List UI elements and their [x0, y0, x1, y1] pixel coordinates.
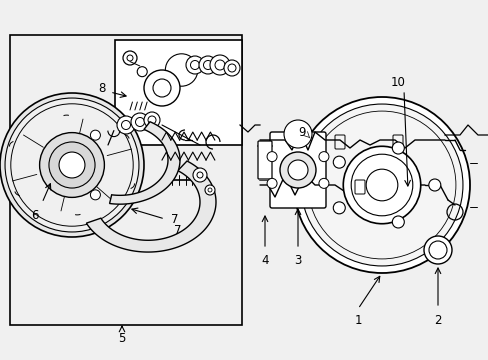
Circle shape: [199, 56, 217, 74]
Circle shape: [197, 172, 203, 178]
Circle shape: [190, 60, 199, 69]
Circle shape: [284, 120, 311, 148]
Circle shape: [193, 168, 206, 182]
Circle shape: [5, 98, 139, 232]
Bar: [10, 35, 242, 325]
Circle shape: [333, 156, 345, 168]
Circle shape: [343, 146, 420, 224]
Circle shape: [333, 202, 345, 214]
Circle shape: [143, 70, 180, 106]
Text: 5: 5: [118, 332, 125, 345]
Bar: [115, 40, 242, 145]
Circle shape: [135, 117, 144, 126]
Text: 3: 3: [294, 253, 301, 266]
Text: 10: 10: [390, 76, 405, 89]
Circle shape: [165, 54, 197, 86]
Circle shape: [153, 79, 171, 97]
Circle shape: [293, 97, 469, 273]
Circle shape: [301, 104, 462, 266]
Circle shape: [266, 178, 277, 188]
Circle shape: [428, 179, 440, 191]
Text: 6: 6: [31, 208, 39, 221]
Circle shape: [40, 132, 104, 197]
Circle shape: [185, 56, 203, 74]
Circle shape: [318, 152, 328, 162]
Circle shape: [280, 152, 315, 188]
Circle shape: [227, 64, 236, 72]
Text: 2: 2: [433, 314, 441, 327]
FancyBboxPatch shape: [258, 141, 271, 179]
Text: 1: 1: [353, 314, 361, 327]
Circle shape: [127, 55, 133, 61]
Circle shape: [428, 241, 446, 259]
Circle shape: [203, 60, 212, 69]
Text: 8: 8: [99, 81, 106, 95]
Circle shape: [215, 60, 224, 70]
Circle shape: [366, 169, 397, 201]
Circle shape: [11, 104, 133, 226]
Text: 9: 9: [298, 126, 305, 139]
Circle shape: [121, 121, 130, 130]
Circle shape: [0, 93, 143, 237]
Circle shape: [49, 142, 95, 188]
Polygon shape: [109, 122, 180, 204]
Circle shape: [318, 178, 328, 188]
Circle shape: [137, 67, 147, 77]
Circle shape: [423, 236, 451, 264]
Circle shape: [143, 112, 160, 128]
Text: 4: 4: [261, 253, 268, 266]
Circle shape: [117, 116, 135, 134]
Text: 7: 7: [174, 224, 182, 237]
Circle shape: [287, 160, 307, 180]
Circle shape: [131, 113, 149, 131]
Circle shape: [148, 116, 156, 124]
Circle shape: [307, 111, 455, 259]
Circle shape: [123, 51, 137, 65]
Circle shape: [391, 142, 404, 154]
Circle shape: [90, 190, 100, 200]
Circle shape: [207, 188, 212, 192]
Circle shape: [209, 55, 229, 75]
Circle shape: [350, 154, 412, 216]
Text: 7: 7: [171, 212, 179, 225]
Circle shape: [224, 60, 240, 76]
Circle shape: [59, 152, 85, 178]
Circle shape: [266, 152, 277, 162]
Circle shape: [391, 216, 404, 228]
Circle shape: [204, 185, 215, 195]
Polygon shape: [86, 161, 216, 252]
FancyBboxPatch shape: [269, 132, 325, 208]
Circle shape: [90, 130, 100, 140]
